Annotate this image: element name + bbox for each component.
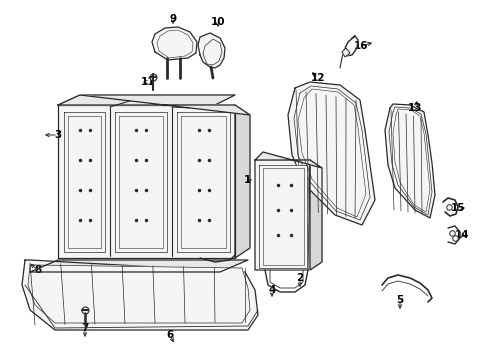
Polygon shape — [58, 95, 235, 105]
Polygon shape — [287, 82, 374, 225]
Polygon shape — [22, 260, 258, 330]
Text: 13: 13 — [407, 103, 421, 113]
Text: 2: 2 — [296, 273, 303, 283]
Polygon shape — [68, 116, 101, 248]
Text: 15: 15 — [450, 203, 464, 213]
Polygon shape — [30, 260, 247, 272]
Polygon shape — [259, 165, 306, 268]
Polygon shape — [115, 112, 167, 252]
Polygon shape — [254, 152, 321, 168]
Polygon shape — [263, 168, 304, 265]
Text: 11: 11 — [141, 77, 155, 87]
Polygon shape — [152, 27, 197, 60]
Polygon shape — [58, 95, 249, 115]
Text: 10: 10 — [210, 17, 225, 27]
Text: 7: 7 — [81, 323, 88, 333]
Text: 1: 1 — [243, 175, 250, 185]
Polygon shape — [384, 104, 434, 218]
Polygon shape — [235, 105, 249, 258]
Text: 8: 8 — [34, 265, 41, 275]
Text: 3: 3 — [54, 130, 61, 140]
Text: 12: 12 — [310, 73, 325, 83]
Text: 5: 5 — [396, 295, 403, 305]
Polygon shape — [177, 112, 229, 252]
Polygon shape — [119, 116, 163, 248]
Polygon shape — [309, 160, 321, 270]
Polygon shape — [64, 112, 105, 252]
Polygon shape — [341, 48, 349, 57]
Polygon shape — [181, 116, 225, 248]
Text: 14: 14 — [454, 230, 468, 240]
Polygon shape — [58, 105, 235, 258]
Text: 6: 6 — [166, 330, 173, 340]
Polygon shape — [254, 160, 309, 270]
Polygon shape — [198, 33, 224, 68]
Text: 4: 4 — [268, 285, 275, 295]
Text: 16: 16 — [353, 41, 367, 51]
Polygon shape — [28, 265, 249, 323]
Text: 9: 9 — [169, 14, 176, 24]
